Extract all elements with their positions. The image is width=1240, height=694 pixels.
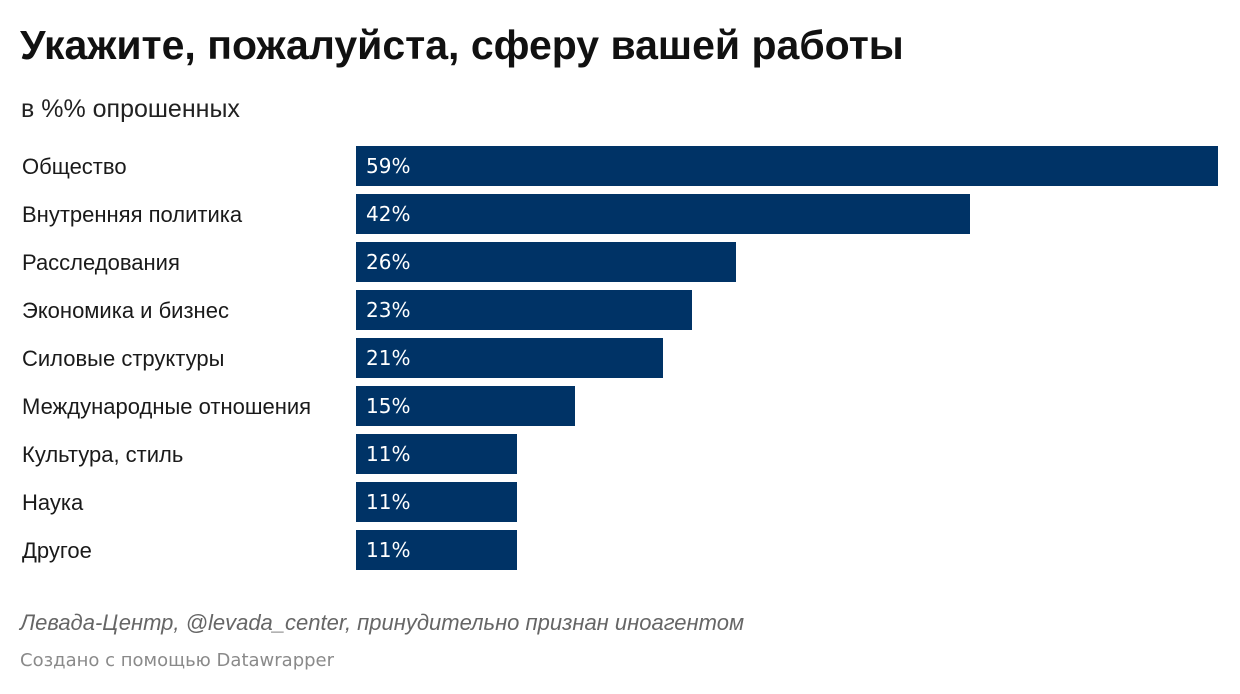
bar	[356, 338, 663, 378]
category-label: Культура, стиль	[22, 442, 183, 467]
bar-value-label: 23%	[366, 298, 410, 322]
datawrapper-credit: Создано с помощью Datawrapper	[20, 650, 335, 671]
bar	[356, 482, 517, 522]
bar-value-label: 42%	[366, 202, 410, 226]
category-label: Расследования	[22, 250, 180, 275]
category-label: Международные отношения	[22, 394, 311, 419]
category-label: Силовые структуры	[22, 346, 224, 371]
chart-subtitle: в %% опрошенных	[21, 95, 240, 123]
category-label: Общество	[22, 154, 127, 179]
bar	[356, 194, 970, 234]
chart-title: Укажите, пожалуйста, сферу вашей работы	[20, 22, 904, 68]
bar	[356, 434, 517, 474]
bar	[356, 530, 517, 570]
bar	[356, 290, 692, 330]
category-label: Внутренняя политика	[22, 202, 243, 227]
bar-value-label: 21%	[366, 346, 410, 370]
bar-value-label: 26%	[366, 250, 410, 274]
bar	[356, 386, 575, 426]
bar	[356, 242, 736, 282]
bar-value-label: 11%	[366, 490, 410, 514]
category-label: Другое	[22, 538, 92, 563]
bar-value-label: 15%	[366, 394, 410, 418]
source-note: Левада-Центр, @levada_center, принудител…	[20, 610, 745, 635]
category-label: Экономика и бизнес	[22, 298, 229, 323]
bar-value-label: 59%	[366, 154, 410, 178]
bar-value-label: 11%	[366, 442, 410, 466]
bar-value-label: 11%	[366, 538, 410, 562]
category-label: Наука	[22, 490, 84, 515]
bar	[356, 146, 1218, 186]
